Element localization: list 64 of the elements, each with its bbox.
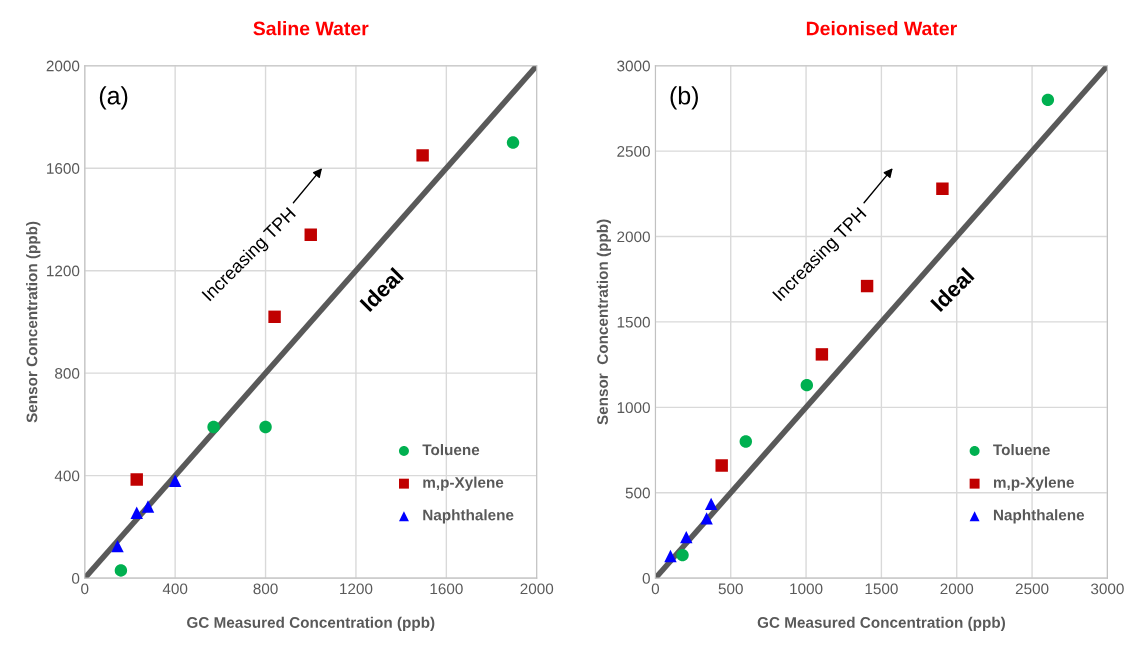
x-tick-label: 800 [253, 583, 278, 595]
y-tick-label: 3000 [617, 60, 650, 72]
legend-label: m,p-Xylene [423, 476, 504, 491]
y-axis-title: Sensor Concentration (ppb) [596, 219, 611, 425]
x-tick-label: 500 [718, 583, 743, 595]
point [130, 506, 143, 520]
annotation: (b) [670, 86, 698, 110]
point [815, 348, 829, 361]
point [860, 279, 874, 293]
point [207, 420, 220, 434]
x-tick-label: 1600 [430, 583, 463, 595]
x-axis-title: GC Measured Concentration (ppb) [187, 616, 435, 631]
x-tick-label: 0 [81, 583, 89, 595]
y-tick-label: 1200 [47, 265, 80, 277]
point [168, 474, 182, 487]
point [715, 459, 728, 472]
y-tick-label: 2000 [617, 231, 650, 243]
point [676, 548, 689, 562]
y-tick-label: 0 [71, 573, 80, 584]
point [416, 149, 429, 162]
y-tick-label: 400 [54, 470, 80, 482]
y-tick-label: 800 [55, 368, 80, 379]
y-tick-label: 1000 [617, 402, 650, 414]
x-tick-label: 2000 [940, 583, 974, 595]
y-tick-label: 0 [642, 573, 650, 584]
point [114, 564, 128, 577]
legend-label: m,p-Xylene [993, 476, 1074, 491]
y-tick-label: 1500 [617, 316, 650, 328]
legend-label: Naphthalene [993, 509, 1085, 524]
point [130, 473, 143, 486]
x-tick-label: 1000 [790, 583, 823, 595]
x-tick-label: 3000 [1090, 583, 1124, 595]
x-tick-label: 400 [162, 583, 188, 595]
annotation: (a) [99, 86, 128, 110]
y-tick-label: 1600 [47, 163, 80, 174]
point [704, 497, 718, 511]
chart-title: Deionised Water [806, 21, 957, 36]
x-axis-title: GC Measured Concentration (ppb) [757, 616, 1005, 631]
point [739, 435, 753, 448]
point [700, 512, 713, 525]
x-tick-label: 0 [651, 583, 660, 595]
point [936, 182, 949, 195]
x-tick-label: 2500 [1015, 583, 1049, 595]
y-axis-title: Sensor Concentration (ppb) [26, 221, 41, 423]
chart-title: Saline Water [253, 21, 369, 36]
point [680, 530, 693, 544]
point [259, 420, 272, 434]
point [506, 136, 520, 149]
x-tick-label: 1500 [865, 583, 898, 595]
point [800, 378, 814, 392]
y-tick-label: 500 [625, 487, 650, 499]
legend-label: Toluene [993, 444, 1050, 456]
point [304, 228, 317, 242]
point [111, 539, 124, 553]
x-tick-label: 2000 [520, 583, 554, 595]
point [1041, 93, 1055, 107]
point [664, 549, 677, 563]
legend-label: Toluene [422, 444, 480, 456]
legend-label: Naphthalene [423, 509, 514, 524]
y-tick-label: 2500 [617, 145, 650, 157]
y-tick-label: 2000 [46, 60, 80, 72]
x-tick-label: 1200 [340, 583, 373, 595]
point [141, 500, 155, 513]
point [268, 310, 281, 324]
